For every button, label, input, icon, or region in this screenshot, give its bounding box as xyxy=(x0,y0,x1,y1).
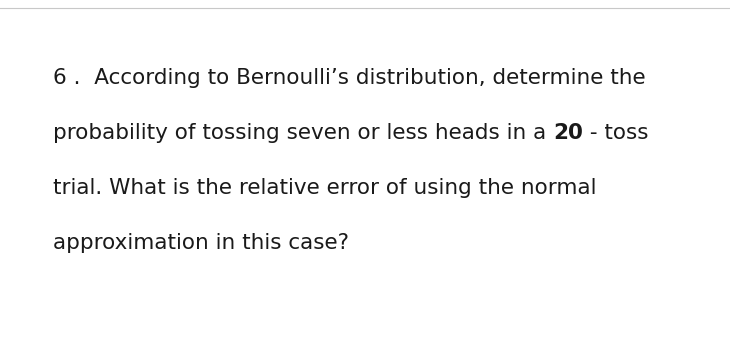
Text: 20: 20 xyxy=(553,123,583,143)
Text: probability of tossing seven or less heads in a: probability of tossing seven or less hea… xyxy=(53,123,553,143)
Text: trial. What is the relative error of using the normal: trial. What is the relative error of usi… xyxy=(53,178,596,198)
Text: 6 .  According to Bernoulli’s distribution, determine the: 6 . According to Bernoulli’s distributio… xyxy=(53,68,645,88)
Text: - toss: - toss xyxy=(583,123,648,143)
Text: approximation in this case?: approximation in this case? xyxy=(53,233,349,253)
